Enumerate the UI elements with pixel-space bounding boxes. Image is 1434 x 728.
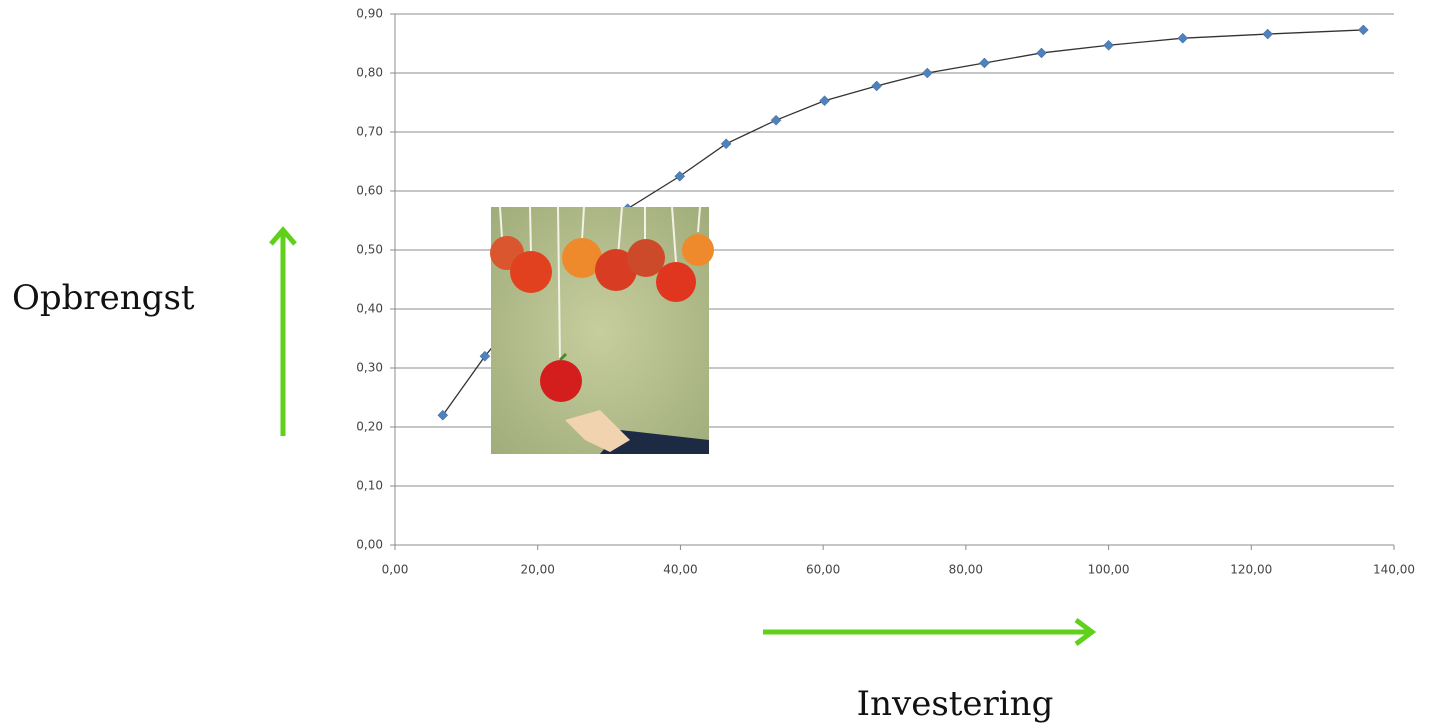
y-tick-label: 0,50 (356, 243, 383, 257)
data-point (979, 57, 990, 69)
x-tick-label: 0,00 (382, 563, 409, 577)
data-point (819, 95, 830, 107)
y-tick-label: 0,20 (356, 420, 383, 434)
apple-illustration (490, 206, 714, 454)
data-point (1262, 28, 1274, 40)
y-tick-label: 0,00 (356, 538, 383, 552)
data-point (1103, 39, 1114, 51)
data-point (1036, 47, 1047, 59)
x-tick-label: 120,00 (1230, 563, 1272, 577)
data-point (479, 350, 491, 362)
x-tick-label: 140,00 (1373, 563, 1415, 577)
data-point (720, 138, 732, 150)
data-point (1177, 32, 1189, 44)
x-tick-label: 100,00 (1088, 563, 1130, 577)
x-tick-label: 60,00 (806, 563, 840, 577)
y-axis-label: Opbrengst (12, 278, 195, 318)
y-tick-label: 0,90 (356, 7, 383, 21)
data-point (921, 67, 933, 79)
data-point (770, 114, 782, 126)
data-point (871, 80, 883, 92)
y-tick-label: 0,10 (356, 479, 383, 493)
x-tick-label: 80,00 (949, 563, 983, 577)
arrows (269, 226, 1097, 646)
y-tick-label: 0,30 (356, 361, 383, 375)
data-point (674, 170, 686, 182)
y-tick-label: 0,80 (356, 66, 383, 80)
y-tick-label: 0,40 (356, 302, 383, 316)
y-tick-label: 0,60 (356, 184, 383, 198)
y-tick-label: 0,70 (356, 125, 383, 139)
data-point (1357, 24, 1369, 36)
x-axis-label: Investering (857, 684, 1054, 724)
data-point (437, 409, 449, 421)
x-tick-label: 40,00 (663, 563, 697, 577)
x-tick-label: 20,00 (521, 563, 555, 577)
